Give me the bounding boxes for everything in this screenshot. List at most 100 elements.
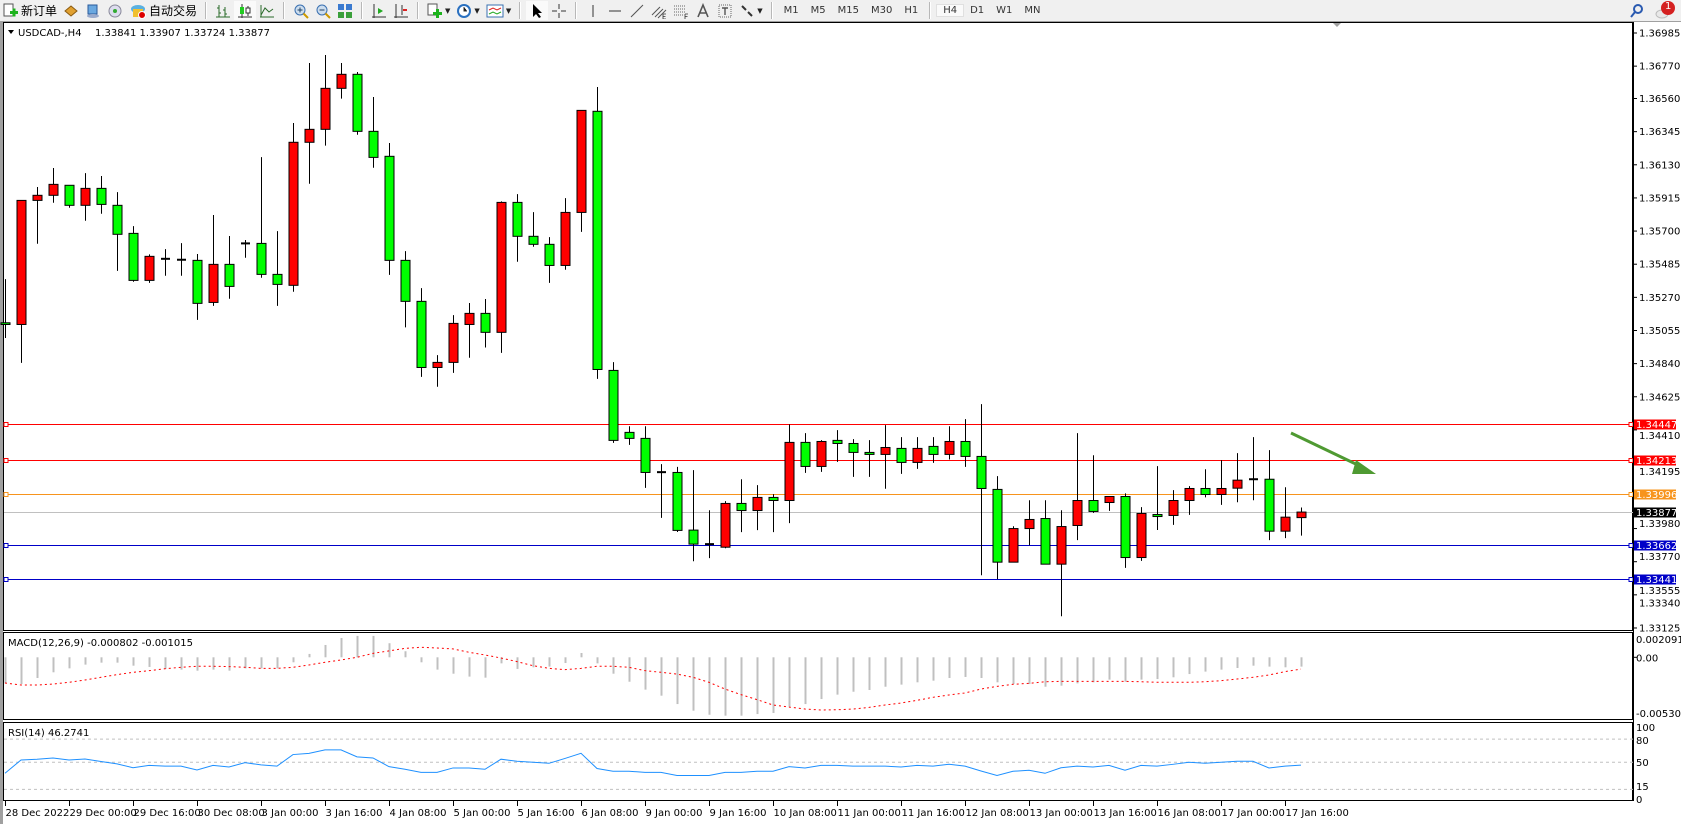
candle-body — [1088, 500, 1099, 512]
price-tick-label: 1.36985 — [1639, 29, 1680, 40]
market-watch-button[interactable] — [60, 1, 82, 20]
timeframe-h4[interactable]: H4 — [936, 4, 965, 17]
trendline-button[interactable] — [626, 1, 648, 20]
candle — [1280, 487, 1291, 539]
fibonacci-icon — [674, 5, 689, 19]
new-order-button[interactable]: 新订单 — [0, 1, 60, 20]
zoom-in-button[interactable] — [290, 1, 312, 20]
candle-body — [432, 361, 443, 368]
level-anchor[interactable] — [3, 422, 9, 427]
line-chart-button[interactable] — [256, 1, 278, 20]
new-order-icon — [3, 3, 18, 16]
timeframe-mn[interactable]: MN — [1024, 5, 1041, 16]
search-icon[interactable] — [1629, 3, 1645, 19]
level-anchor[interactable] — [3, 543, 9, 548]
timeframe-m30[interactable]: M30 — [870, 5, 893, 16]
triangle-down-icon[interactable] — [8, 30, 14, 34]
candle-body — [816, 440, 827, 467]
time-tick-label: 9 Jan 16:00 — [710, 808, 767, 819]
rsi-indicator: 100 80 50 15 0 — [4, 723, 1655, 806]
candle-body — [800, 441, 811, 467]
chart-shift-button[interactable] — [390, 1, 412, 20]
level-anchor[interactable] — [1628, 422, 1634, 427]
zoom-out-button[interactable] — [312, 1, 334, 20]
candle — [192, 254, 203, 320]
candle-body — [1136, 512, 1147, 559]
candle — [992, 476, 1003, 580]
candle — [960, 419, 971, 467]
separator — [283, 2, 286, 19]
candle-body — [928, 445, 939, 455]
candlestick-button[interactable] — [234, 1, 257, 20]
candle-body — [896, 447, 907, 463]
auto-scroll-button[interactable] — [368, 1, 390, 20]
chart-shift-marker-icon[interactable] — [1333, 23, 1341, 27]
candle — [112, 192, 123, 271]
text-button[interactable] — [692, 1, 714, 20]
macd-pane[interactable] — [3, 632, 1633, 720]
level-anchor[interactable] — [3, 458, 9, 463]
auto-trading-button[interactable]: 自动交易 — [126, 1, 200, 20]
level-anchor[interactable] — [3, 492, 9, 497]
time-tick-label: 3 Jan 00:00 — [262, 808, 319, 819]
navigator-button[interactable] — [82, 1, 104, 20]
vertical-line-button[interactable] — [582, 1, 604, 20]
separator — [519, 2, 522, 19]
crosshair-button[interactable] — [548, 1, 570, 20]
level-price-label: 1.33877 — [1636, 508, 1677, 519]
candle-body — [304, 128, 315, 143]
folder-icon — [64, 4, 78, 17]
price-tick-label: 1.33770 — [1639, 552, 1680, 563]
terminal-button[interactable] — [104, 1, 126, 20]
candle — [576, 109, 587, 232]
rsi-axis-label: 0 — [1636, 795, 1642, 806]
timeframe-m1[interactable]: M1 — [783, 5, 799, 16]
timeframe-m5[interactable]: M5 — [810, 5, 826, 16]
candle-body — [768, 496, 779, 502]
candle — [336, 63, 347, 99]
text-label-button[interactable] — [714, 1, 736, 20]
fibonacci-button[interactable] — [670, 1, 692, 20]
timeframe-m15[interactable]: M15 — [837, 5, 859, 16]
tile-windows-button[interactable] — [334, 1, 356, 20]
bar-chart-button[interactable] — [212, 1, 234, 20]
candle-body — [1056, 526, 1067, 565]
rsi-pane[interactable] — [3, 722, 1633, 801]
level-anchor[interactable] — [3, 577, 9, 582]
level-anchor[interactable] — [1628, 577, 1634, 582]
candle-body — [720, 502, 731, 548]
cursor-icon — [533, 3, 543, 18]
main-chart-pane[interactable] — [3, 22, 1633, 631]
indicators-button[interactable]: ▼ — [424, 1, 453, 20]
trend-arrow[interactable] — [1290, 431, 1376, 474]
equidistant-channel-button[interactable] — [648, 1, 670, 20]
level-price-label: 1.34447 — [1636, 420, 1677, 431]
candle — [161, 249, 170, 276]
candle-body — [1104, 495, 1115, 504]
timeframe-d1[interactable]: D1 — [970, 5, 985, 16]
candle-body — [48, 183, 59, 196]
candle — [640, 426, 651, 488]
arrows-button[interactable]: ▼ — [736, 1, 765, 20]
timeframe-h1[interactable]: H1 — [904, 5, 919, 16]
timeframe-w1[interactable]: W1 — [996, 5, 1013, 16]
candle — [608, 362, 619, 443]
chart-symbol-header: USDCAD-,H4 — [18, 28, 82, 39]
candle — [944, 426, 955, 460]
candle — [560, 198, 571, 270]
chevron-down-icon: ▼ — [474, 6, 480, 15]
level-anchor[interactable] — [1628, 458, 1634, 463]
notifications-button[interactable]: 1 — [1655, 1, 1675, 21]
candle — [288, 123, 299, 292]
periods-button[interactable]: ▼ — [453, 1, 482, 20]
horizontal-line-button[interactable] — [604, 1, 626, 20]
level-anchor[interactable] — [1628, 492, 1634, 497]
level-anchor[interactable] — [1628, 543, 1634, 548]
templates-button[interactable]: ▼ — [483, 1, 514, 20]
candle-body — [192, 259, 203, 304]
arrow-head-icon — [1352, 460, 1376, 474]
candle-body — [912, 447, 923, 463]
cursor-button[interactable] — [526, 1, 549, 20]
level-price-tag — [1634, 455, 1676, 466]
